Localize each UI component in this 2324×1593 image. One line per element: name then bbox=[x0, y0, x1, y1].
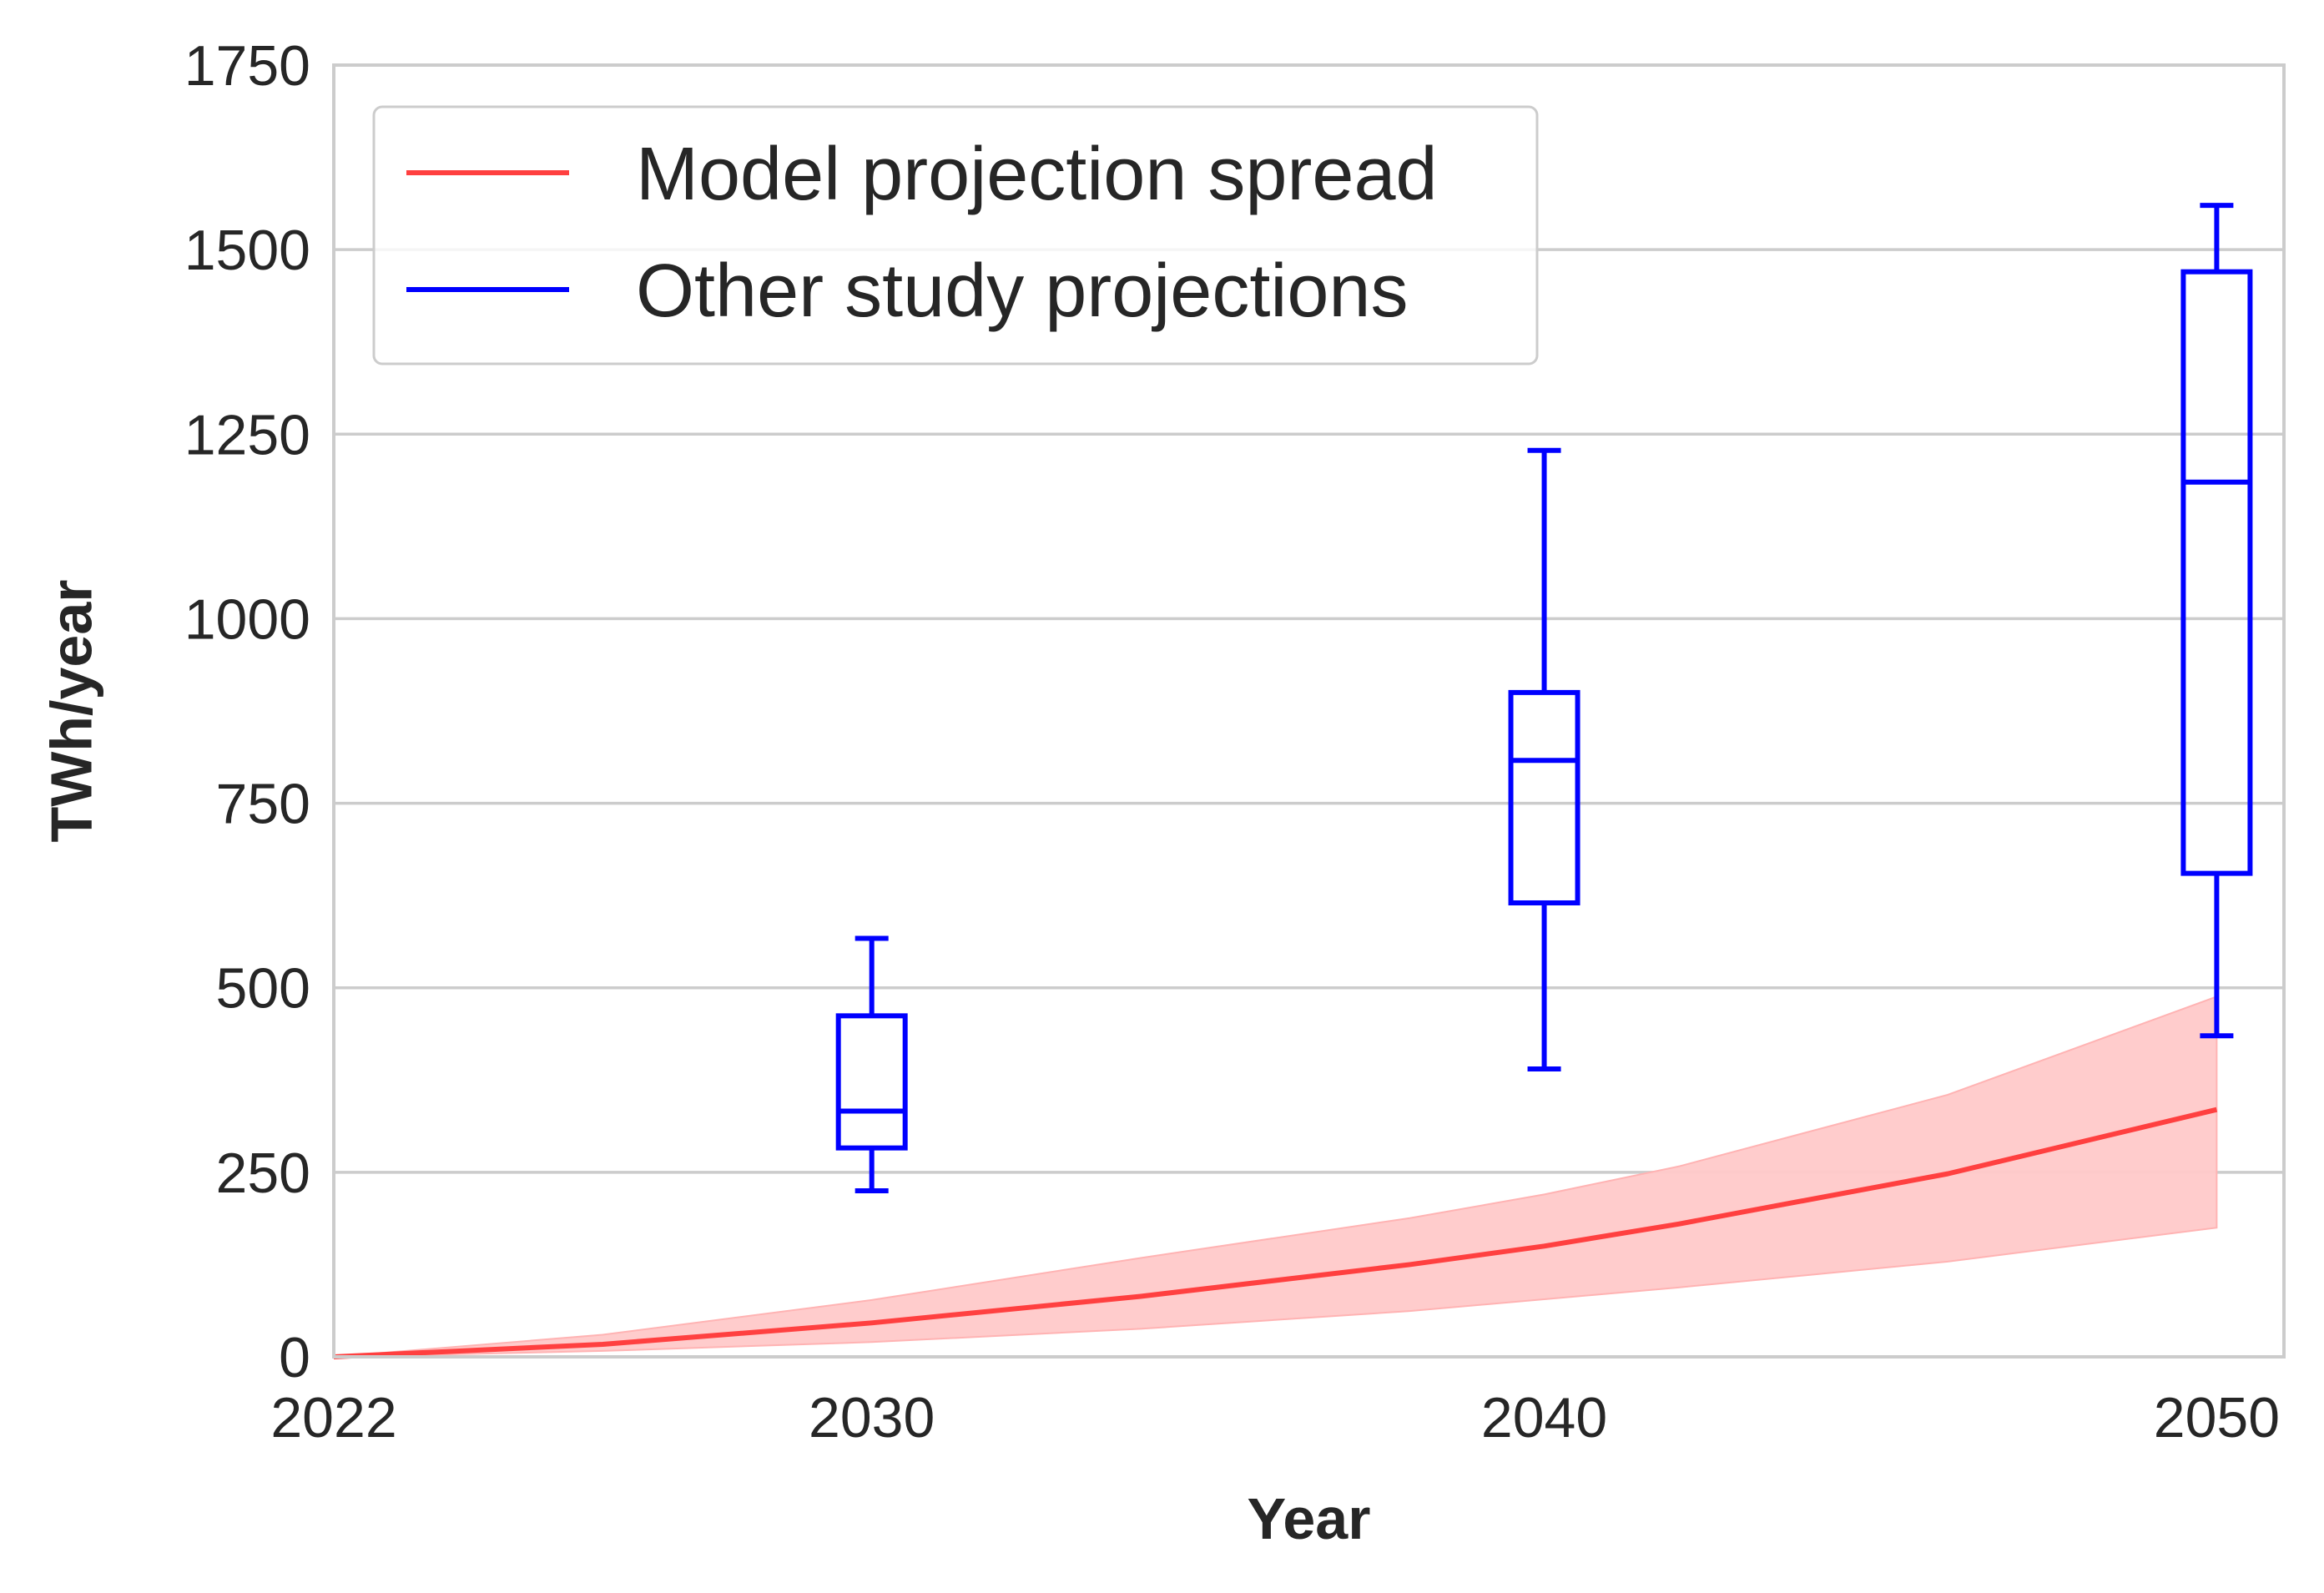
y-tick-label-250: 250 bbox=[216, 1142, 310, 1205]
projection-band-layer bbox=[333, 995, 2218, 1358]
y-tick-label-1750: 1750 bbox=[184, 34, 310, 98]
y-tick-label-500: 500 bbox=[216, 957, 310, 1021]
x-axis-title: Year bbox=[1248, 1486, 1371, 1551]
iqr-box-2030 bbox=[835, 1013, 908, 1151]
x-tick-labels: 2022 2030 2040 2050 bbox=[270, 1386, 2280, 1449]
iqr-box-2050 bbox=[2180, 269, 2253, 876]
x-tick-label-2022: 2022 bbox=[270, 1386, 396, 1449]
legend-label-model: Model projection spread bbox=[636, 133, 1438, 216]
boxplot-2050 bbox=[2180, 203, 2253, 1039]
legend: Model projection spread Other study proj… bbox=[372, 105, 1539, 365]
legend-label-studies: Other study projections bbox=[636, 250, 1408, 333]
y-tick-label-1000: 1000 bbox=[184, 587, 310, 651]
x-tick-label-2050: 2050 bbox=[2154, 1386, 2280, 1449]
boxplot-2030 bbox=[835, 935, 908, 1193]
x-tick-label-2040: 2040 bbox=[1481, 1386, 1607, 1449]
y-tick-label-750: 750 bbox=[216, 773, 310, 836]
x-tick-label-2030: 2030 bbox=[809, 1386, 935, 1449]
y-tick-label-1500: 1500 bbox=[184, 219, 310, 282]
y-tick-label-1250: 1250 bbox=[184, 403, 310, 466]
y-tick-label-0: 0 bbox=[279, 1326, 310, 1389]
y-axis-title: TWh/year bbox=[39, 579, 104, 842]
iqr-box-2040 bbox=[1508, 689, 1580, 905]
boxplot-2040 bbox=[1508, 447, 1580, 1072]
boxplot-layer bbox=[835, 203, 2253, 1193]
y-tick-labels: 0 250 500 750 1000 1250 1500 1750 bbox=[184, 34, 310, 1389]
projection-spread-band bbox=[333, 995, 2218, 1358]
projection-line-layer bbox=[333, 1107, 2218, 1359]
projection-median-line bbox=[333, 1107, 2218, 1359]
plot-frame bbox=[332, 63, 2286, 1359]
legend-frame bbox=[372, 105, 1539, 365]
